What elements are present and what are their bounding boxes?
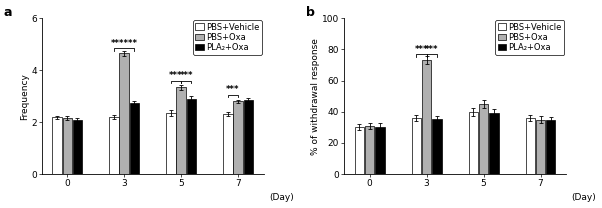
Bar <box>223 114 232 174</box>
Bar <box>119 53 129 174</box>
Text: ***: *** <box>169 71 183 80</box>
Bar <box>52 118 61 174</box>
Bar <box>73 120 82 174</box>
Bar <box>479 104 488 174</box>
Y-axis label: % of withdrawal response: % of withdrawal response <box>311 38 320 155</box>
Bar <box>375 126 385 174</box>
Bar <box>432 119 441 174</box>
Bar <box>546 120 556 174</box>
Bar <box>355 127 364 174</box>
Text: b: b <box>306 6 315 19</box>
Bar <box>526 118 535 174</box>
Bar <box>166 113 176 174</box>
Text: (Day): (Day) <box>269 193 294 202</box>
Bar <box>130 103 139 174</box>
Text: ***: *** <box>226 85 240 94</box>
Bar <box>422 60 431 174</box>
Text: ***: *** <box>425 45 438 53</box>
Bar <box>63 118 72 174</box>
Y-axis label: Frequency: Frequency <box>20 73 29 120</box>
Text: (Day): (Day) <box>572 193 597 202</box>
Bar <box>365 126 374 174</box>
Bar <box>468 112 478 174</box>
Legend: PBS+Vehicle, PBS+Oxa, PLA₂+Oxa: PBS+Vehicle, PBS+Oxa, PLA₂+Oxa <box>193 20 262 54</box>
Bar <box>176 87 186 174</box>
Bar <box>489 113 498 174</box>
Bar <box>234 101 243 174</box>
Text: ******: ****** <box>111 39 138 48</box>
Legend: PBS+Vehicle, PBS+Oxa, PLA₂+Oxa: PBS+Vehicle, PBS+Oxa, PLA₂+Oxa <box>495 20 565 54</box>
Bar <box>187 99 196 174</box>
Bar <box>412 118 421 174</box>
Bar <box>244 100 253 174</box>
Text: ***: *** <box>415 45 428 53</box>
Text: a: a <box>4 6 13 19</box>
Bar <box>109 117 119 174</box>
Bar <box>536 120 545 174</box>
Text: ***: *** <box>179 71 193 80</box>
